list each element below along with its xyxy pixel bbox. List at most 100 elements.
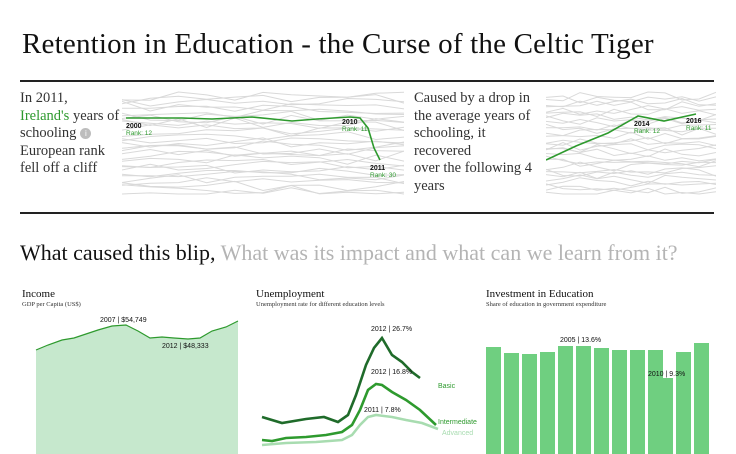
investment-bars: [486, 343, 709, 454]
country-rank-line: [122, 127, 404, 137]
country-rank-line: [546, 100, 716, 111]
intro-right-line: Caused by a drop in: [414, 90, 530, 106]
bar: [558, 346, 573, 454]
country-rank-line: [122, 158, 404, 169]
rank-point-label: Rank: 12: [126, 130, 152, 137]
country-rank-line: [546, 123, 716, 134]
rank-point-label: Rank: 30: [370, 172, 396, 179]
intro-left-line: European rank: [20, 142, 105, 159]
country-rank-line: [546, 177, 716, 187]
bar: [486, 347, 501, 454]
rank-point-year: 2014: [634, 121, 650, 128]
series-label-basic: Basic: [438, 383, 456, 390]
country-rank-line: [122, 131, 404, 142]
bar: [576, 346, 591, 454]
investment-annotation: 2005 | 13.6%: [560, 337, 601, 344]
ireland-rank-line: [546, 113, 697, 161]
income-chart: 2007 | $54,749 2012 | $48,333: [35, 317, 239, 454]
country-highlight[interactable]: Ireland's: [20, 107, 70, 124]
country-rank-line: [546, 174, 716, 184]
country-rank-line: [546, 152, 716, 162]
intro-right-text: Caused by a drop in the average years of…: [414, 90, 544, 195]
investment-title: Investment in Education: [486, 288, 594, 300]
country-rank-line: [122, 187, 404, 195]
income-line: [35, 320, 239, 351]
top-divider: [20, 80, 714, 82]
other-countries-lines: [122, 91, 404, 195]
info-icon[interactable]: i: [80, 128, 92, 139]
income-annotation: 2012 | $48,333: [162, 343, 209, 350]
unemployment-title: Unemployment: [256, 288, 325, 300]
country-rank-line: [122, 120, 404, 131]
bar: [504, 353, 519, 454]
section-question: What caused this blip, What was its impa…: [20, 240, 678, 266]
rank-chart-left: 2000 Rank: 12 2010 Rank: 11 2011 Rank: 3…: [122, 91, 404, 195]
country-rank-line: [546, 105, 716, 115]
unemployment-annotation: 2012 | 26.7%: [371, 326, 412, 333]
bar: [630, 350, 645, 454]
income-subtitle: GDP per Capita (US$): [22, 301, 81, 308]
bar: [540, 352, 555, 454]
country-rank-line: [122, 160, 404, 171]
country-rank-line: [546, 182, 716, 191]
country-rank-line: [546, 112, 716, 121]
intro-right-line: over the following 4: [414, 160, 532, 176]
rank-point-label: Rank: 11: [342, 126, 368, 133]
country-rank-line: [546, 108, 716, 118]
country-rank-line: [546, 158, 716, 168]
country-rank-line: [122, 164, 404, 174]
rank-point-year: 2010: [342, 119, 358, 126]
country-rank-line: [122, 144, 404, 155]
bar: [594, 348, 609, 454]
bar: [658, 378, 673, 454]
country-rank-line: [122, 137, 404, 145]
rank-point-year: 2000: [126, 123, 142, 130]
intro-left-line: schooling i: [20, 125, 120, 143]
country-rank-line: [546, 135, 716, 145]
unemployment-chart: 2012 | 26.7% 2012 | 16.8% 2011 | 7.8% Ba…: [261, 326, 477, 447]
country-rank-line: [122, 177, 404, 186]
country-rank-line: [122, 167, 404, 178]
question-tab-active[interactable]: What caused this blip,: [20, 240, 216, 265]
rank-chart-right: 2014 Rank: 12 2016 Rank: 11: [546, 91, 716, 195]
unemployment-annotation: 2012 | 16.8%: [371, 369, 412, 376]
country-rank-line: [122, 97, 404, 107]
country-rank-line: [122, 94, 404, 105]
unemployment-subtitle: Unemployment rate for different educatio…: [256, 301, 385, 308]
question-tab-muted[interactable]: What was its impact and what can we lear…: [220, 240, 678, 265]
ireland-rank-line: [126, 116, 381, 161]
intro-right-line: years: [414, 177, 445, 194]
intro-left-line: In 2011,: [20, 90, 68, 106]
bar: [676, 352, 691, 454]
income-title: Income: [22, 288, 55, 300]
intro-left-text: In 2011, Ireland's years of schooling i E…: [20, 90, 120, 178]
income-annotation: 2007 | $54,749: [100, 317, 147, 324]
series-line-advanced: [261, 413, 439, 447]
investment-subtitle: Share of education in government expendi…: [486, 301, 607, 308]
country-rank-line: [122, 104, 404, 115]
series-line-basic: [261, 335, 421, 425]
rank-point-label: Rank: 12: [634, 128, 660, 135]
country-rank-line: [546, 147, 716, 158]
country-rank-line: [122, 180, 404, 192]
country-rank-line: [122, 114, 404, 125]
country-rank-line: [546, 127, 716, 137]
bar: [522, 354, 537, 454]
series-label-advanced: Advanced: [442, 430, 473, 437]
series-line-intermediate: [261, 382, 437, 443]
country-rank-line: [546, 161, 716, 172]
country-rank-line: [546, 187, 716, 195]
intro-right-line: schooling, it recovered: [414, 125, 486, 159]
unemployment-annotation: 2011 | 7.8%: [364, 407, 401, 414]
intro-left-line: fell off a cliff: [20, 160, 98, 176]
rank-point-year: 2011: [370, 165, 385, 172]
intro-right-line: the average years of: [414, 107, 531, 124]
middle-divider: [20, 212, 714, 214]
rank-point-label: Rank: 11: [686, 125, 712, 132]
country-rank-line: [546, 171, 716, 180]
investment-annotation: 2010 | 9.3%: [648, 371, 685, 378]
country-rank-line: [122, 150, 404, 162]
country-rank-line: [122, 110, 404, 122]
country-rank-line: [122, 108, 404, 118]
country-rank-line: [122, 184, 404, 195]
